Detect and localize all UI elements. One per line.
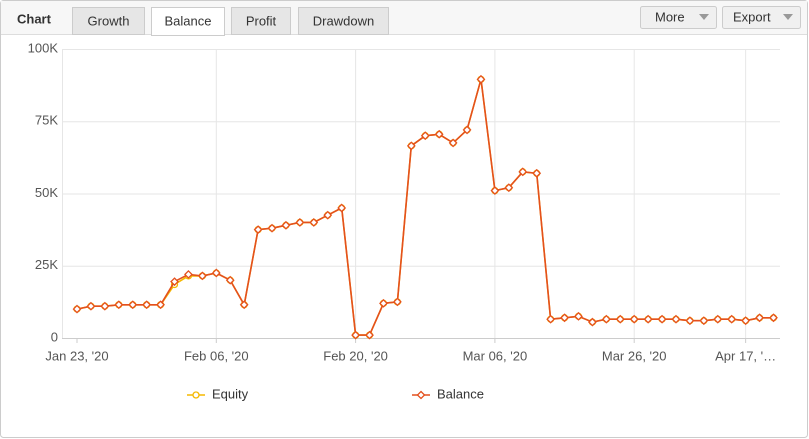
marker — [560, 313, 569, 323]
x-tick-label: Mar 26, '20 — [602, 348, 667, 363]
x-tick-label: Jan 23, '20 — [45, 348, 108, 363]
marker — [156, 300, 165, 310]
marker — [713, 314, 723, 324]
marker — [100, 301, 110, 311]
marker — [601, 314, 611, 324]
tab[interactable] — [298, 7, 389, 35]
marker — [392, 297, 402, 307]
y-tick-label: 50K — [35, 185, 58, 200]
header: Chart — [17, 11, 52, 26]
more-button[interactable]: More — [640, 6, 717, 29]
marker — [142, 300, 152, 310]
marker — [323, 210, 333, 220]
tab-label[interactable]: Profit — [246, 13, 277, 28]
marker — [309, 217, 319, 227]
tab-label[interactable]: Balance — [165, 13, 212, 28]
y-tick-label: 100K — [28, 40, 59, 55]
x-tick-label: Feb 06, '20 — [184, 348, 249, 363]
dropdown-arrow — [699, 14, 709, 20]
marker — [587, 317, 597, 327]
marker — [253, 225, 263, 235]
button-label[interactable]: More — [655, 9, 685, 24]
y-tick-label: 0 — [51, 329, 58, 344]
marker — [546, 314, 556, 324]
marker — [351, 330, 361, 340]
marker — [448, 138, 458, 148]
marker — [170, 277, 179, 287]
marker — [379, 298, 388, 308]
plot: 0 25K 50K 75K 100K Jan 23, '20 Feb 06, '20 Feb … — [28, 40, 780, 401]
tab[interactable] — [151, 7, 225, 36]
marker — [295, 217, 305, 227]
marker — [281, 220, 291, 230]
marker — [518, 167, 528, 177]
x-tick-label: Apr 17, '… — [715, 348, 776, 363]
marker — [643, 314, 653, 324]
marker — [406, 141, 416, 151]
marker — [462, 125, 472, 135]
marker — [615, 314, 625, 324]
marker — [197, 271, 207, 281]
tab-label[interactable]: Growth — [88, 13, 130, 28]
legend-marker — [192, 391, 200, 399]
marker — [434, 129, 444, 139]
marker — [671, 314, 681, 324]
marker — [337, 203, 347, 213]
marker — [657, 314, 667, 324]
dropdown-arrow — [783, 14, 793, 20]
tab[interactable] — [72, 7, 145, 35]
legend-label[interactable]: Equity — [212, 386, 249, 401]
marker — [727, 314, 737, 324]
marker — [225, 275, 235, 285]
tab[interactable] — [231, 7, 291, 35]
marker — [476, 74, 486, 84]
tabs: Growth Balance Profit Drawdown — [72, 7, 389, 36]
marker — [741, 316, 751, 326]
marker — [86, 301, 96, 311]
marker — [72, 304, 82, 314]
marker — [504, 183, 514, 193]
marker — [699, 316, 709, 326]
marker — [685, 316, 695, 326]
series — [72, 74, 778, 340]
y-tick-label: 25K — [35, 257, 58, 272]
marker — [532, 168, 542, 178]
marker — [184, 270, 193, 279]
marker — [629, 314, 639, 324]
x-tick-label: Feb 20, '20 — [323, 348, 388, 363]
marker — [420, 131, 430, 141]
legend-label[interactable]: Balance — [437, 386, 484, 401]
x-tick-label: Mar 06, '20 — [463, 348, 528, 363]
tab-label[interactable]: Drawdown — [313, 13, 374, 28]
marker — [755, 313, 764, 323]
y-tick-label: 75K — [35, 113, 58, 128]
marker — [114, 300, 124, 310]
marker — [574, 311, 583, 321]
export-button[interactable]: Export — [722, 6, 801, 29]
marker — [769, 313, 778, 323]
button-bg[interactable] — [640, 6, 717, 29]
button-label[interactable]: Export — [733, 9, 771, 24]
legend-item[interactable]: Equity — [187, 386, 249, 401]
marker — [239, 300, 249, 310]
marker — [211, 268, 221, 278]
marker — [365, 330, 374, 340]
legend-item[interactable]: Balance — [412, 386, 484, 401]
legend-marker — [416, 390, 426, 400]
marker — [267, 223, 277, 233]
marker — [490, 186, 500, 196]
marker — [128, 300, 138, 310]
button-bg[interactable] — [722, 6, 801, 29]
